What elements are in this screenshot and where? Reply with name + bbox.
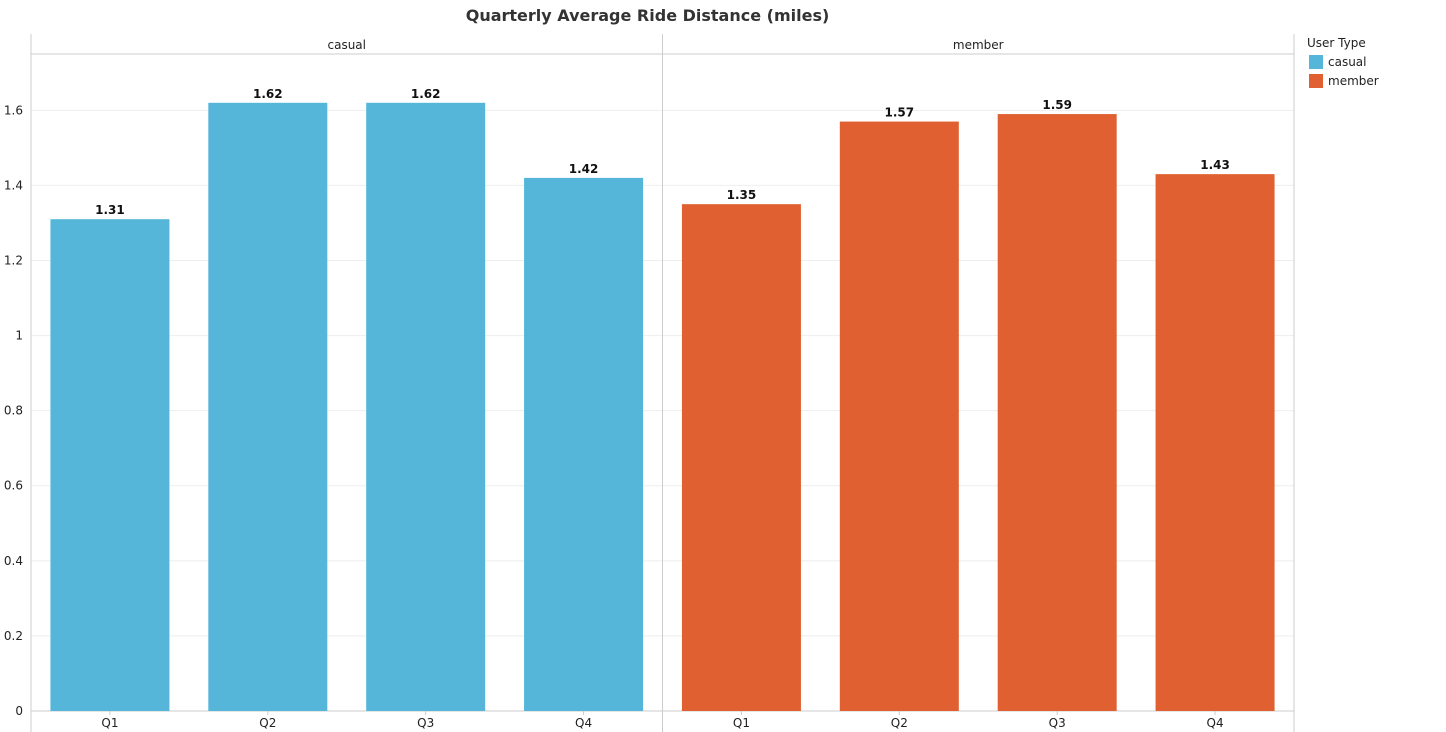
bar-casual-Q4 [524, 177, 644, 712]
legend-swatch-casual [1309, 54, 1323, 69]
bar-member-Q2 [839, 121, 959, 711]
data-label: 1.59 [1042, 98, 1072, 112]
y-tick-label: 0.2 [4, 629, 23, 643]
data-label: 1.35 [727, 188, 757, 202]
x-tick-label: Q1 [101, 716, 118, 730]
data-label: 1.62 [411, 87, 441, 101]
y-tick-label: 1.2 [4, 253, 23, 267]
y-tick-label: 1.4 [4, 178, 23, 192]
bar-member-Q1 [681, 204, 801, 711]
x-tick-label: Q2 [259, 716, 276, 730]
legend-label-member: member [1328, 73, 1379, 88]
legend-swatch-member [1309, 73, 1323, 88]
x-tick-label: Q3 [417, 716, 434, 730]
y-tick-label: 0 [15, 704, 23, 718]
x-tick-label: Q4 [575, 716, 592, 730]
y-tick-label: 1 [15, 329, 23, 343]
legend: User Type casual member [1307, 36, 1379, 90]
legend-label-casual: casual [1328, 54, 1367, 69]
data-label: 1.42 [569, 162, 599, 176]
bar-casual-Q2 [208, 102, 328, 711]
chart-title: Quarterly Average Ride Distance (miles) [465, 6, 830, 25]
legend-item-member[interactable]: member [1307, 71, 1379, 90]
data-label: 1.31 [95, 203, 125, 217]
facet-header-member: member [953, 38, 1004, 52]
bar-casual-Q1 [50, 219, 170, 711]
data-label: 1.43 [1200, 158, 1230, 172]
data-label: 1.62 [253, 87, 283, 101]
y-tick-label: 0.8 [4, 404, 23, 418]
legend-title: User Type [1307, 36, 1366, 50]
bar-member-Q4 [1155, 174, 1275, 711]
x-tick-label: Q4 [1207, 716, 1224, 730]
data-label: 1.57 [885, 106, 915, 120]
bar-casual-Q3 [366, 102, 486, 711]
legend-item-casual[interactable]: casual [1307, 52, 1379, 71]
y-tick-label: 0.6 [4, 479, 23, 493]
bar-member-Q3 [997, 114, 1117, 711]
y-tick-label: 1.6 [4, 103, 23, 117]
x-tick-label: Q3 [1049, 716, 1066, 730]
x-tick-label: Q2 [891, 716, 908, 730]
facet-header-casual: casual [328, 38, 367, 52]
x-tick-label: Q1 [733, 716, 750, 730]
y-tick-label: 0.4 [4, 554, 23, 568]
